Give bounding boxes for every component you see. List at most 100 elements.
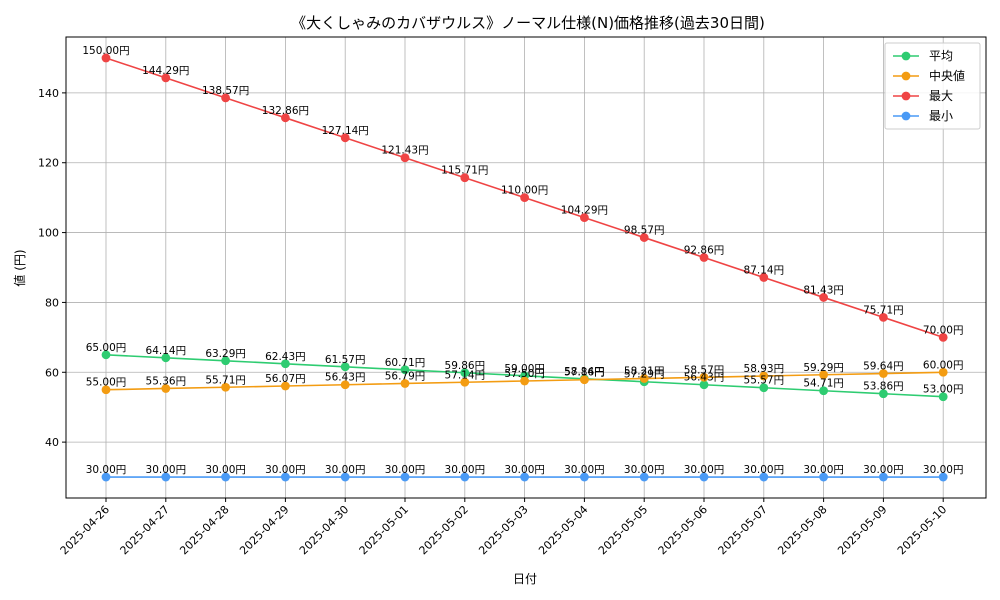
data-point [759,472,769,482]
y-tick-label: 120 [38,157,59,170]
data-label: 70.00円 [923,324,964,336]
data-label: 60.71円 [385,357,426,369]
data-label: 150.00円 [82,45,129,57]
y-axis: 40 60 80 100 120 140 [38,87,66,449]
data-point [460,377,470,387]
plot-frame [65,36,987,499]
data-label: 53.86円 [863,381,904,393]
data-label: 30.00円 [923,464,964,476]
data-point [161,353,171,363]
x-tick-label: 2025-05-10 [895,503,949,557]
data-label: 56.43円 [684,372,725,384]
data-label: 57.29円 [624,369,665,381]
data-point [340,472,350,482]
data-point [400,472,410,482]
data-point [340,133,350,143]
legend-marker [901,71,911,81]
data-point [221,356,231,366]
data-label: 57.50円 [504,368,545,380]
data-label: 61.57円 [325,354,366,366]
data-label: 87.14円 [744,264,785,276]
data-label: 59.29円 [803,362,844,374]
data-point [400,153,410,163]
data-label: 30.00円 [684,464,725,476]
data-labels: 65.00円 64.14円 63.29円 62.43円 61.57円 60.71円 59.8… [82,45,963,476]
series-3 [101,472,948,482]
data-label: 55.00円 [86,377,127,389]
x-tick-label: 2025-05-02 [417,503,471,557]
data-label: 30.00円 [445,464,486,476]
data-label: 30.00円 [86,464,127,476]
data-point [340,380,350,390]
legend-label: 中央値 [929,68,965,83]
data-point [221,472,231,482]
data-label: 98.57円 [624,225,665,237]
data-point [580,472,589,482]
series-2 [101,53,948,342]
legend-label: 最小 [929,109,953,123]
data-label: 55.36円 [146,375,187,387]
legend-marker [901,91,911,101]
data-point [699,253,709,262]
x-tick-label: 2025-05-07 [716,503,770,557]
x-tick-label: 2025-05-05 [596,503,650,557]
data-label: 30.00円 [863,464,904,476]
data-point [101,385,111,395]
data-point [938,472,948,482]
legend-label: 平均 [929,49,953,63]
data-label: 56.79円 [385,370,426,382]
data-point [879,313,888,322]
data-point [221,382,231,392]
data-point [281,472,290,482]
data-label: 110.00円 [501,185,548,197]
y-tick-label: 40 [45,436,59,449]
legend-marker [901,111,911,121]
data-point [281,113,290,123]
data-label: 58.57円 [684,364,725,376]
data-point [639,472,649,482]
data-point [879,369,888,378]
x-tick-label: 2025-05-03 [476,503,530,557]
data-label: 59.00円 [504,363,545,375]
data-label: 92.86円 [684,245,725,257]
y-tick-label: 140 [38,87,59,100]
data-point [161,73,171,83]
data-label: 30.00円 [205,464,246,476]
data-point [520,193,529,203]
x-tick-label: 2025-05-04 [536,503,590,557]
data-label: 55.71円 [205,374,246,386]
data-label: 63.29円 [205,348,246,360]
data-point [520,376,529,386]
x-tick-label: 2025-04-28 [177,503,231,557]
data-label: 81.43円 [803,284,844,296]
data-point [938,332,948,342]
data-label: 75.71円 [863,304,904,316]
data-label: 115.71円 [441,165,488,177]
data-point [699,472,709,482]
data-point [879,472,888,482]
data-point [580,375,589,385]
chart-title: 《大くしゃみのカバザウルス》ノーマル仕様(N)価格推移(過去30日間) [291,14,765,32]
series-1 [101,367,948,395]
legend-marker [901,51,911,61]
data-point [460,173,470,183]
data-point [759,383,769,393]
data-point [639,374,649,383]
data-label: 30.00円 [564,464,605,476]
data-point [400,365,410,375]
x-axis: 2025-04-26 2025-04-27 2025-04-28 2025-04-29… [58,498,949,557]
grid [66,37,986,498]
data-label: 57.86円 [564,367,605,379]
data-label: 59.64円 [863,361,904,373]
data-label: 58.14円 [564,366,605,378]
data-label: 30.00円 [803,464,844,476]
data-label: 58.21円 [624,366,665,378]
data-point [580,213,589,222]
data-label: 144.29円 [142,65,189,77]
data-label: 104.29円 [561,205,608,217]
x-tick-label: 2025-05-06 [656,503,710,557]
data-point [101,472,111,482]
data-label: 59.86円 [445,360,486,372]
